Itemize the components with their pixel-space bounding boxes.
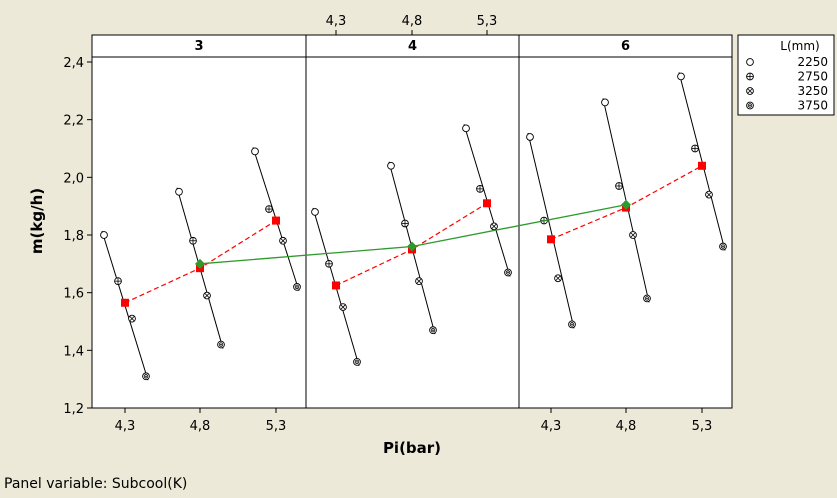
point-1-0-1	[325, 259, 333, 268]
point-0-0-0	[100, 231, 108, 239]
panel-label-1: 4	[408, 39, 417, 54]
legend-marker-2	[746, 87, 754, 95]
point-2-2-0	[677, 72, 685, 81]
point-1-1-0	[387, 161, 395, 170]
y-tick-label-5: 2,2	[63, 114, 84, 129]
point-2-2-2	[705, 190, 713, 199]
point-0-1-2	[203, 291, 211, 300]
point-2-1-1	[615, 182, 623, 190]
point-2-1-2	[629, 231, 637, 239]
point-1-1-2	[415, 277, 423, 285]
point-2-2-3	[719, 242, 727, 251]
y-tick-label-1: 1,4	[63, 344, 84, 359]
point-0-2-3	[293, 283, 301, 291]
y-tick-label-6: 2,4	[63, 56, 84, 71]
point-0-0-2	[128, 314, 136, 323]
y-axis: 1,2 1,4 1,6 1,8 2,0 2,2 2,4	[63, 56, 92, 417]
red-mean-2-2	[698, 161, 706, 170]
point-0-2-2	[279, 236, 287, 245]
point-2-0-3	[568, 320, 576, 329]
legend-entry-0: 2250	[797, 55, 828, 69]
legend-entry-3: 3750	[797, 99, 828, 113]
y-tick-label-3: 1,8	[63, 229, 84, 244]
red-mean-0-2	[272, 216, 280, 225]
point-0-2-0	[251, 147, 259, 156]
x-tick-top-label-2: 5,3	[477, 14, 498, 29]
x-tick-label-2-0: 4,3	[541, 419, 562, 434]
red-mean-2-0	[547, 235, 555, 244]
legend-title: L(mm)	[780, 39, 819, 53]
panel-label-0: 3	[194, 39, 203, 54]
point-1-0-3	[353, 358, 361, 366]
point-0-1-3	[217, 340, 225, 349]
green-mean-0	[195, 258, 205, 269]
green-mean-2	[621, 199, 631, 210]
fit-line-2-0	[527, 132, 575, 329]
green-mean-1	[407, 241, 417, 252]
point-1-2-1	[476, 185, 484, 193]
x-tick-label-0-2: 5,3	[266, 419, 287, 434]
red-mean-1-0	[332, 281, 340, 290]
point-1-0-0	[311, 208, 319, 216]
red-mean-0-0	[121, 298, 129, 307]
legend-box	[737, 34, 835, 116]
point-1-1-1	[401, 219, 409, 228]
legend-marker-0	[746, 58, 754, 66]
plot-area	[91, 34, 733, 409]
point-2-1-0	[601, 98, 609, 107]
x-tick-label-2-1: 4,8	[616, 419, 637, 434]
point-2-2-1	[691, 144, 699, 153]
y-tick-label-0: 1,2	[63, 402, 84, 417]
panel-variable-footer: Panel variable: Subcool(K)	[4, 476, 187, 492]
y-tick-label-4: 2,0	[63, 171, 84, 186]
x-tick-top-label-0: 4,3	[326, 14, 347, 29]
point-0-0-3	[142, 372, 150, 381]
point-2-0-2	[554, 274, 562, 283]
x-axis-label: Pi(bar)	[383, 439, 441, 457]
legend-marker-1	[746, 72, 754, 81]
y-tick-label-2: 1,6	[63, 287, 84, 302]
point-1-2-0	[462, 124, 470, 133]
legend-entry-2: 3250	[797, 84, 828, 98]
x-tick-label-2-2: 5,3	[692, 419, 713, 434]
point-0-1-1	[189, 236, 197, 245]
panel-dividers	[305, 35, 520, 408]
point-0-1-0	[175, 187, 183, 196]
legend-entry-1: 2750	[797, 70, 828, 84]
point-2-0-0	[526, 133, 534, 141]
panel-label-2: 6	[621, 39, 630, 54]
y-axis-label: m(kg/h)	[28, 188, 46, 254]
point-1-0-2	[339, 303, 347, 311]
panel-strips: 3 4 6	[91, 34, 733, 58]
red-mean-1-2	[483, 199, 491, 208]
x-tick-top-label-1: 4,8	[402, 14, 423, 29]
x-axis: 4,3 4,8 5,3 4,3 4,8 5,3 4,3 4,8 5,3	[115, 14, 713, 434]
x-tick-label-0-0: 4,3	[115, 419, 136, 434]
point-0-0-1	[114, 277, 122, 285]
point-0-2-1	[265, 205, 273, 213]
fit-line-2-2	[678, 72, 726, 251]
point-1-2-2	[490, 222, 498, 231]
x-tick-label-0-1: 4,8	[190, 419, 211, 434]
point-1-2-3	[504, 268, 512, 277]
means-layer	[121, 161, 706, 307]
point-2-1-3	[643, 294, 651, 303]
legend-marker-3	[746, 101, 754, 110]
point-1-1-3	[429, 326, 437, 335]
